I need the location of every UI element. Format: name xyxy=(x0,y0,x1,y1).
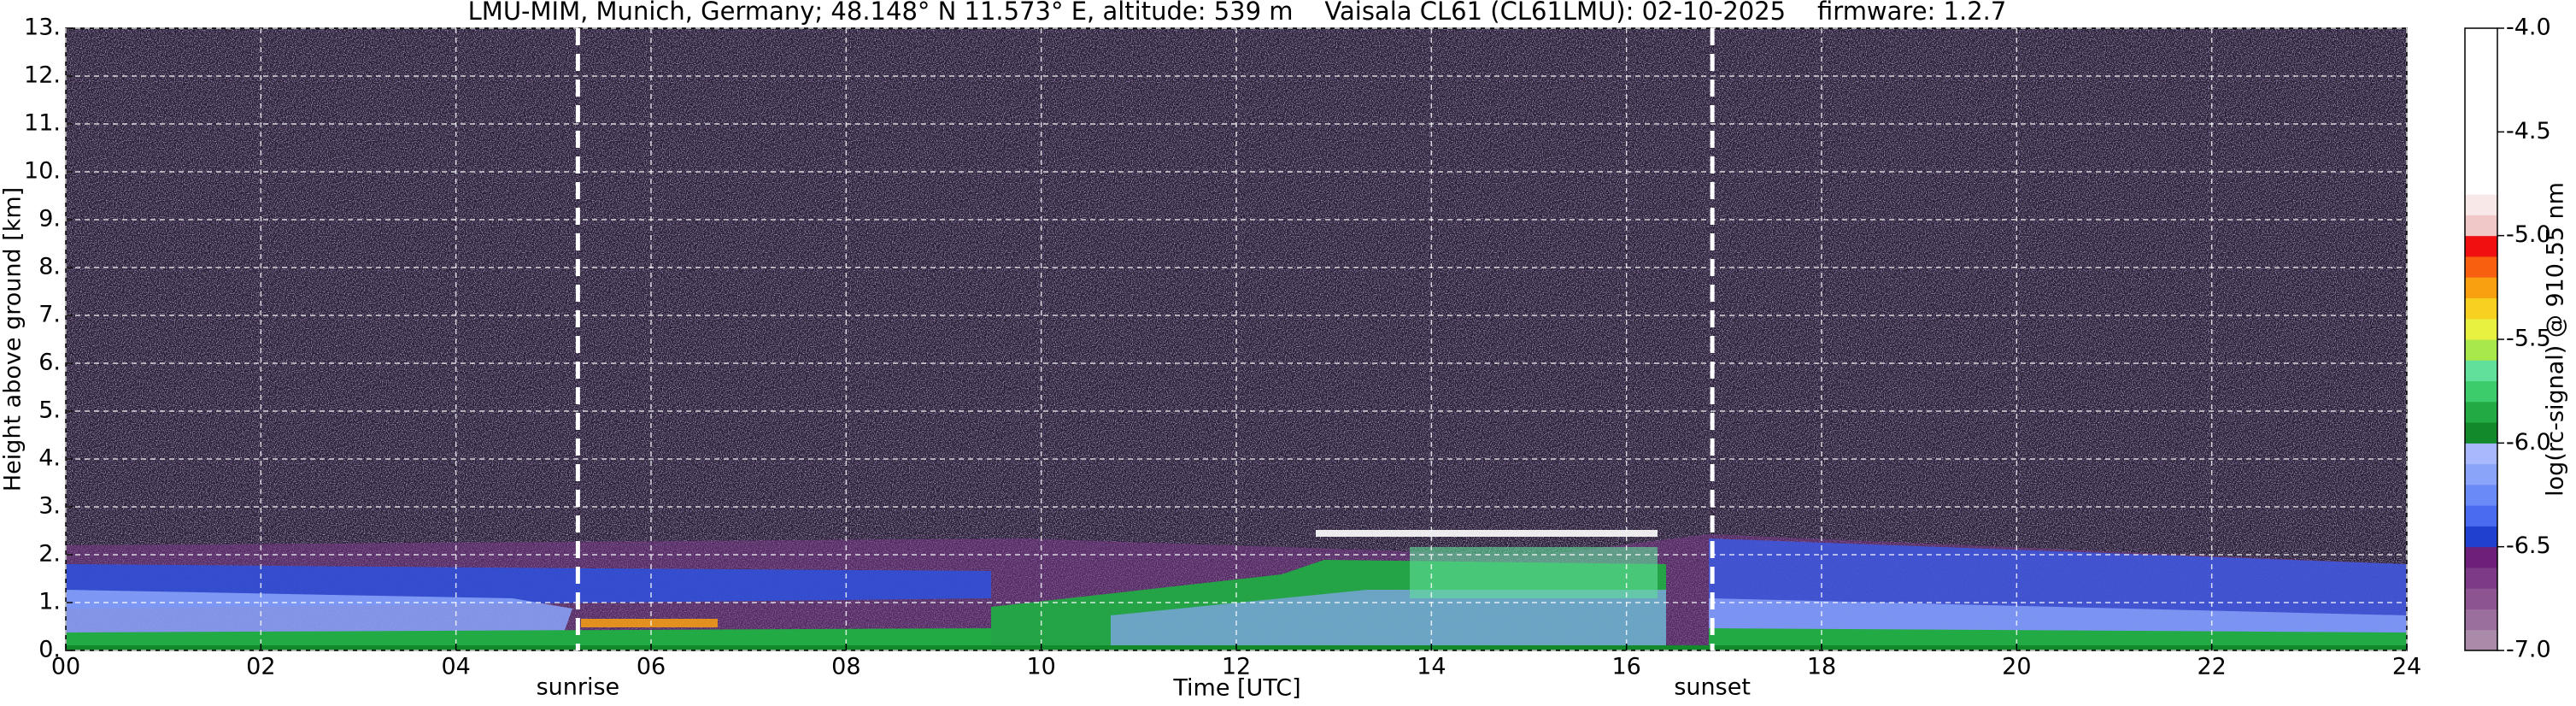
colorbar-segment xyxy=(2465,90,2497,112)
annotation-label: sunset xyxy=(1674,674,1751,701)
y-tick-label: 11. xyxy=(24,110,61,137)
colorbar-tick-label: -5.5 xyxy=(2506,326,2551,352)
colorbar-segment xyxy=(2465,505,2497,527)
colorbar-segment xyxy=(2465,609,2497,631)
y-tick-label: 0. xyxy=(38,637,61,663)
colorbar-segment xyxy=(2465,69,2497,91)
colorbar-segment xyxy=(2465,443,2497,465)
colorbar-segment xyxy=(2465,194,2497,215)
y-tick-label: 9. xyxy=(38,206,61,232)
x-tick-label: 24 xyxy=(2392,654,2421,680)
colorbar-segment xyxy=(2465,401,2497,423)
colorbar-segment xyxy=(2465,463,2497,485)
colorbar-segment xyxy=(2465,360,2497,382)
x-tick-label: 16 xyxy=(1611,654,1640,680)
x-tick-label: 04 xyxy=(441,654,470,680)
x-tick-label: 00 xyxy=(51,654,80,680)
x-axis-label: Time [UTC] xyxy=(1172,675,1300,702)
colorbar-tick-label: -7.0 xyxy=(2506,637,2551,663)
colorbar-segment xyxy=(2465,297,2497,320)
colorbar-segment xyxy=(2465,380,2497,403)
colorbar-segment xyxy=(2465,215,2497,237)
colorbar-segment xyxy=(2465,28,2497,50)
colorbar-segment xyxy=(2465,152,2497,174)
colorbar-segment xyxy=(2465,256,2497,278)
colorbar-tick-label: -6.0 xyxy=(2506,429,2551,456)
x-tick-label: 20 xyxy=(2002,654,2031,680)
y-tick-label: 4. xyxy=(38,445,61,472)
x-tick-label: 22 xyxy=(2197,654,2226,680)
colorbar-tick-label: -4.0 xyxy=(2506,15,2551,41)
colorbar-tick-label: -5.0 xyxy=(2506,221,2551,248)
y-tick-label: 10. xyxy=(24,158,61,185)
chart-title: LMU-MIM, Munich, Germany; 48.148° N 11.5… xyxy=(468,0,2007,26)
colorbar-segment xyxy=(2465,484,2497,506)
x-tick-label: 08 xyxy=(831,654,860,680)
x-tick-label: 12 xyxy=(1222,654,1251,680)
y-tick-label: 8. xyxy=(38,254,61,280)
colorbar-segment xyxy=(2465,132,2497,154)
colorbar-segment xyxy=(2465,422,2497,444)
colorbar-segment xyxy=(2465,277,2497,298)
colorbar-segment xyxy=(2465,339,2497,361)
x-tick-label: 18 xyxy=(1807,654,1836,680)
colorbar-tick-label: -6.5 xyxy=(2506,532,2551,559)
y-axis-label: Height above ground [km] xyxy=(0,187,26,491)
colorbar-segment xyxy=(2465,546,2497,568)
y-tick-label: 5. xyxy=(38,397,61,424)
y-tick-label: 6. xyxy=(38,350,61,376)
x-tick-label: 10 xyxy=(1026,654,1055,680)
x-tick-label: 14 xyxy=(1417,654,1446,680)
colorbar-segment xyxy=(2465,588,2497,609)
y-tick-label: 1. xyxy=(38,589,61,615)
y-tick-label: 2. xyxy=(38,541,61,568)
y-tick-label: 7. xyxy=(38,302,61,328)
x-tick-label: 02 xyxy=(246,654,275,680)
y-tick-label: 3. xyxy=(38,493,61,520)
y-tick-label: 12. xyxy=(24,62,61,89)
y-tick-label: 13. xyxy=(24,15,61,41)
x-tick-label: 06 xyxy=(637,654,666,680)
colorbar-segment xyxy=(2465,49,2497,71)
colorbar-segment xyxy=(2465,235,2497,257)
colorbar-label: log(rc-signal) @ 910.55 nm xyxy=(2543,182,2569,497)
colorbar-segment xyxy=(2465,629,2497,651)
colorbar-segment xyxy=(2465,111,2497,132)
annotation-label: sunrise xyxy=(537,674,620,701)
colorbar-tick-label: -4.5 xyxy=(2506,118,2551,144)
colorbar-segment xyxy=(2465,526,2497,548)
colorbar-segment xyxy=(2465,567,2497,589)
colorbar-segment xyxy=(2465,173,2497,195)
colorbar-segment xyxy=(2465,318,2497,340)
